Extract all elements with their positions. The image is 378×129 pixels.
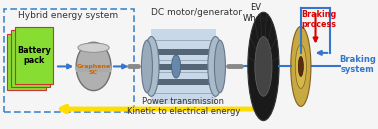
Ellipse shape	[208, 37, 223, 96]
Text: Battery
pack: Battery pack	[17, 46, 51, 65]
Text: Braking
process: Braking process	[301, 10, 336, 29]
Ellipse shape	[255, 37, 272, 96]
Bar	[151, 49, 215, 55]
Text: Braking
system: Braking system	[339, 55, 376, 74]
Bar	[76, 66, 111, 72]
Ellipse shape	[298, 57, 304, 76]
Bar	[151, 64, 215, 70]
Ellipse shape	[291, 26, 311, 106]
Ellipse shape	[78, 43, 109, 52]
Bar	[7, 34, 46, 90]
Ellipse shape	[76, 42, 111, 91]
Text: Power transmission
Kinetic to electrical energy: Power transmission Kinetic to electrical…	[127, 97, 240, 116]
Ellipse shape	[144, 37, 159, 96]
Bar	[151, 79, 215, 85]
Bar	[4, 9, 134, 112]
Ellipse shape	[248, 12, 279, 121]
Text: DC motor/generator: DC motor/generator	[151, 8, 242, 17]
Ellipse shape	[295, 44, 307, 88]
Ellipse shape	[141, 40, 152, 93]
Bar	[151, 29, 215, 104]
Text: EV
Wheel: EV Wheel	[243, 3, 270, 23]
Text: Hybrid energy system: Hybrid energy system	[18, 11, 118, 20]
Bar	[11, 30, 50, 87]
Bar	[15, 27, 53, 84]
Text: Graphene
SC: Graphene SC	[76, 64, 111, 75]
Ellipse shape	[214, 40, 225, 93]
Ellipse shape	[172, 55, 181, 78]
